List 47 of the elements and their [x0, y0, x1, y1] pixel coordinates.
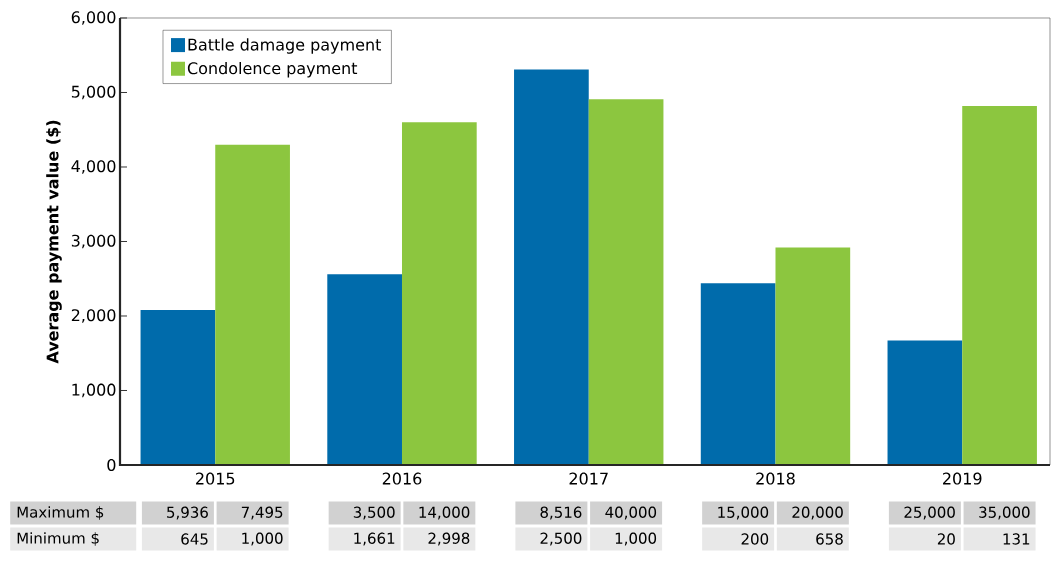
y-tick-label: 2,000	[71, 309, 116, 323]
x-tick-label: 2019	[943, 472, 982, 485]
y-tick-label: 5,000	[71, 85, 116, 100]
bar	[962, 105, 1037, 465]
x-tick-label: 2015	[196, 472, 235, 485]
x-tick-label: 2018	[756, 472, 795, 485]
text: 20,000	[792, 506, 843, 520]
text: 1,000	[242, 532, 283, 546]
bar	[327, 274, 402, 465]
bar	[514, 69, 589, 465]
y-tick-label: 3,000	[71, 234, 116, 249]
text: 15,000	[718, 506, 769, 520]
y-tick-label: 6,000	[71, 11, 116, 25]
text: 25,000	[904, 506, 955, 520]
text: 2,998	[428, 532, 470, 546]
bar	[140, 310, 216, 465]
text: 7,495	[241, 506, 283, 520]
text: 3,500	[353, 506, 395, 520]
bar	[588, 99, 664, 465]
y-tick-label: 4,000	[71, 160, 116, 174]
text: 40,000	[605, 506, 657, 520]
x-tick-label: 2017	[569, 472, 608, 485]
text: 35,000	[979, 506, 1030, 520]
legend-label: Battle damage payment	[188, 38, 382, 54]
bar	[887, 340, 963, 465]
bar	[775, 247, 851, 465]
text: 131	[1003, 533, 1030, 545]
text: Minimum $	[17, 532, 99, 546]
text: 1,000	[615, 532, 657, 546]
text: 5,936	[167, 506, 208, 520]
text: 2,500	[540, 532, 582, 546]
x-tick-label: 2016	[382, 472, 422, 485]
y-axis-title: Average payment value ($)	[46, 120, 62, 364]
bar	[700, 283, 776, 465]
text: 1,661	[354, 532, 395, 546]
text: 8,516	[540, 506, 582, 520]
text: 14,000	[419, 506, 470, 520]
bar	[402, 122, 477, 465]
bar	[215, 144, 290, 465]
text: 645	[181, 533, 208, 545]
text: 200	[741, 533, 769, 545]
legend-label: Condolence payment	[187, 61, 358, 78]
y-tick-label: 0	[107, 458, 116, 472]
text: 658	[816, 533, 843, 545]
y-tick-label: 1,000	[72, 383, 116, 398]
text: 20	[937, 533, 955, 545]
text: Maximum $	[17, 506, 104, 520]
